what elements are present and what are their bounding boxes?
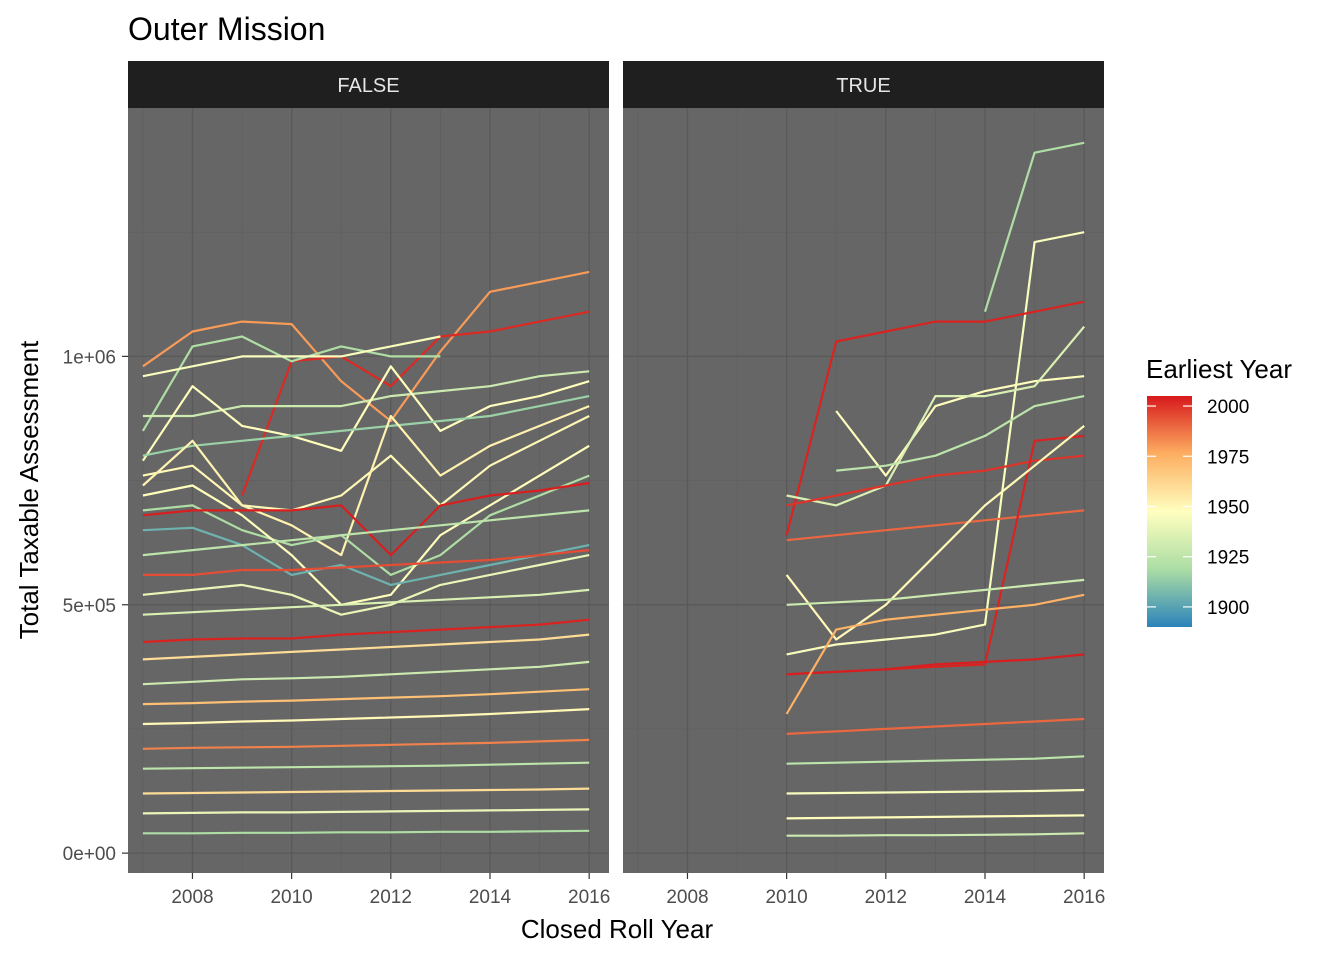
series-line	[785, 300, 1085, 536]
legend-tick-label: 1925	[1207, 548, 1249, 569]
series-line	[142, 829, 590, 835]
series-line	[142, 633, 590, 661]
legend-tick-label: 2000	[1207, 397, 1249, 418]
series-line	[142, 335, 441, 378]
series-line	[142, 708, 590, 726]
facet-strip	[128, 61, 609, 108]
series-line	[142, 405, 590, 557]
legend-tick-label: 1975	[1207, 447, 1249, 468]
series-line	[142, 549, 590, 577]
series-line	[142, 554, 590, 616]
series-line	[241, 310, 590, 496]
x-tick-label: 2012	[865, 887, 907, 908]
x-tick-label: 2012	[370, 887, 412, 908]
series-line	[786, 814, 1085, 820]
panel-series-lines	[785, 141, 1086, 837]
y-axis: 0e+00 5e+05 1e+06	[63, 347, 128, 865]
series-line	[786, 578, 1085, 606]
facet-panel-false: FALSE	[128, 61, 609, 873]
x-tick-label: 2014	[469, 887, 512, 908]
series-line	[983, 141, 1085, 313]
series-line	[786, 755, 1085, 765]
series-line	[786, 509, 1085, 542]
series-line	[786, 788, 1085, 795]
x-tick-label: 2016	[568, 887, 610, 908]
series-line	[142, 444, 590, 606]
series-line	[141, 365, 590, 462]
series-line	[142, 688, 590, 706]
y-axis-title: Total Taxable Assessment	[14, 340, 44, 639]
panel-gridlines	[623, 107, 1104, 873]
series-line	[142, 761, 590, 770]
legend-title: Earliest Year	[1146, 354, 1292, 384]
series-line	[142, 588, 590, 616]
series-line	[836, 395, 1085, 472]
series-line	[141, 335, 441, 432]
series-line	[142, 474, 590, 577]
x-tick-label: 2010	[270, 887, 312, 908]
series-line	[785, 593, 1085, 715]
x-axis: 2008 2010 2012 2014 2016 2008 2010 2012 2014 2016	[171, 873, 1105, 908]
x-tick-label: 2010	[765, 887, 807, 908]
series-line	[786, 832, 1085, 837]
series-line	[142, 787, 590, 795]
x-tick-label: 2016	[1063, 887, 1105, 908]
legend-colorbar	[1147, 396, 1192, 627]
series-line	[786, 454, 1085, 507]
x-tick-label: 2008	[171, 887, 213, 908]
legend-ticks: 2000 1975 1950 1925 1900	[1147, 397, 1249, 619]
series-line	[835, 375, 1085, 477]
series-line	[142, 481, 590, 557]
legend: Earliest Year 2000 1975 1950 1925 1900	[1146, 354, 1292, 627]
series-line	[786, 717, 1085, 735]
facet-strip	[623, 61, 1104, 108]
facet-strip-label: TRUE	[836, 75, 890, 97]
series-line	[786, 231, 1085, 656]
series-line	[142, 618, 590, 644]
series-line	[142, 370, 590, 418]
x-tick-label: 2014	[964, 887, 1007, 908]
facet-strip-label: FALSE	[337, 75, 399, 97]
series-line	[142, 738, 590, 750]
series-line	[142, 395, 590, 457]
series-line	[142, 509, 590, 557]
facet-panel-true: TRUE	[623, 61, 1104, 873]
x-axis-title: Closed Roll Year	[521, 914, 714, 944]
legend-tick-label: 1900	[1207, 598, 1249, 619]
series-line	[142, 808, 590, 815]
series-line	[786, 325, 1086, 507]
y-tick-label: 1e+06	[63, 347, 116, 368]
panel-gridlines	[128, 107, 609, 873]
series-line	[142, 415, 590, 512]
series-line	[786, 653, 1085, 676]
y-tick-label: 5e+05	[63, 596, 116, 617]
x-tick-label: 2008	[666, 887, 708, 908]
y-tick-label: 0e+00	[63, 844, 116, 865]
legend-tick-label: 1950	[1207, 497, 1249, 518]
series-line	[785, 425, 1085, 641]
chart-title: Outer Mission	[128, 11, 325, 47]
panel-series-lines	[141, 270, 590, 835]
series-line	[142, 526, 590, 587]
series-line	[142, 660, 590, 686]
